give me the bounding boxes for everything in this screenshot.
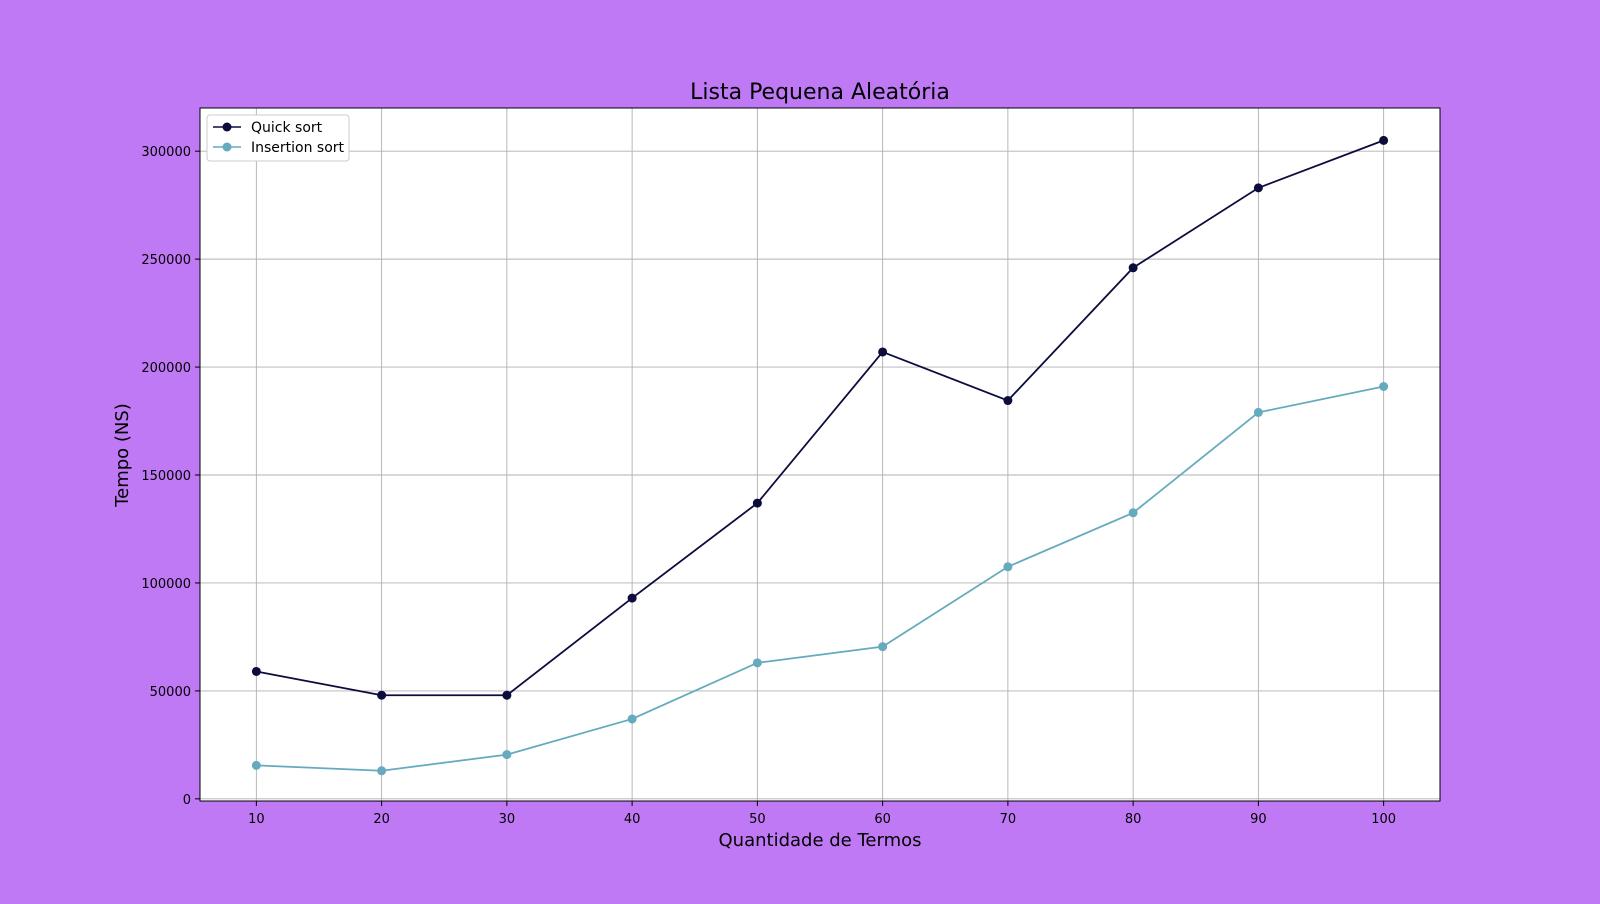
x-tick-label: 40 [624, 812, 641, 827]
data-point-insertion-sort [752, 658, 762, 668]
data-point-insertion-sort [627, 714, 637, 724]
data-point-insertion-sort [1253, 407, 1263, 417]
legend-marker-insertion-sort [222, 142, 232, 152]
data-point-insertion-sort [377, 766, 387, 776]
x-tick-label: 90 [1250, 812, 1267, 827]
data-point-quick-sort [377, 690, 387, 700]
y-tick-label: 100000 [141, 577, 191, 592]
data-point-insertion-sort [1003, 562, 1013, 572]
x-tick-label: 30 [499, 812, 516, 827]
chart-title: Lista Pequena Aleatória [690, 80, 950, 105]
data-point-quick-sort [1253, 183, 1263, 193]
data-point-quick-sort [1379, 135, 1389, 145]
x-tick-label: 10 [248, 812, 265, 827]
data-point-insertion-sort [251, 760, 261, 770]
data-point-insertion-sort [878, 642, 888, 652]
y-axis-label: Tempo (NS) [112, 403, 133, 508]
legend-label-quick-sort: Quick sort [251, 120, 323, 136]
y-tick-label: 300000 [141, 145, 191, 160]
axis-ticks: 10 20 30 40 50 60 70 80 90 100 0 50000 100000 150000 2… [141, 145, 1396, 827]
x-axis-label: Quantidade de Termos [719, 830, 922, 851]
data-point-quick-sort [502, 690, 512, 700]
x-tick-label: 50 [749, 812, 766, 827]
x-tick-label: 70 [1000, 812, 1017, 827]
series-line-quick-sort [256, 139, 1384, 697]
data-point-quick-sort [752, 498, 762, 508]
plot-frame [199, 107, 1441, 802]
x-tick-label: 100 [1371, 812, 1396, 827]
data-point-quick-sort [251, 666, 261, 676]
plot-area [200, 108, 1440, 801]
x-tick-label: 80 [1125, 812, 1142, 827]
y-tick-label: 250000 [141, 253, 191, 268]
data-point-quick-sort [878, 347, 888, 357]
data-point-insertion-sort [1128, 508, 1138, 518]
data-point-quick-sort [1128, 263, 1138, 273]
x-tick-label: 60 [874, 812, 891, 827]
y-tick-label: 0 [183, 793, 191, 808]
x-tick-label: 20 [373, 812, 390, 827]
data-point-insertion-sort [1379, 381, 1389, 391]
grid-lines [200, 108, 1440, 801]
data-point-quick-sort [1003, 396, 1013, 406]
data-point-quick-sort [627, 593, 637, 603]
y-tick-label: 50000 [150, 685, 191, 700]
y-tick-label: 200000 [141, 361, 191, 376]
legend-marker-quick-sort [222, 122, 232, 132]
legend-box [206, 114, 350, 162]
legend-label-insertion-sort: Insertion sort [251, 140, 345, 156]
y-tick-label: 150000 [141, 469, 191, 484]
legend: Quick sort Insertion sort [206, 114, 350, 162]
series-layer [251, 135, 1389, 776]
data-point-insertion-sort [502, 750, 512, 760]
series-line-insertion-sort [256, 385, 1384, 772]
